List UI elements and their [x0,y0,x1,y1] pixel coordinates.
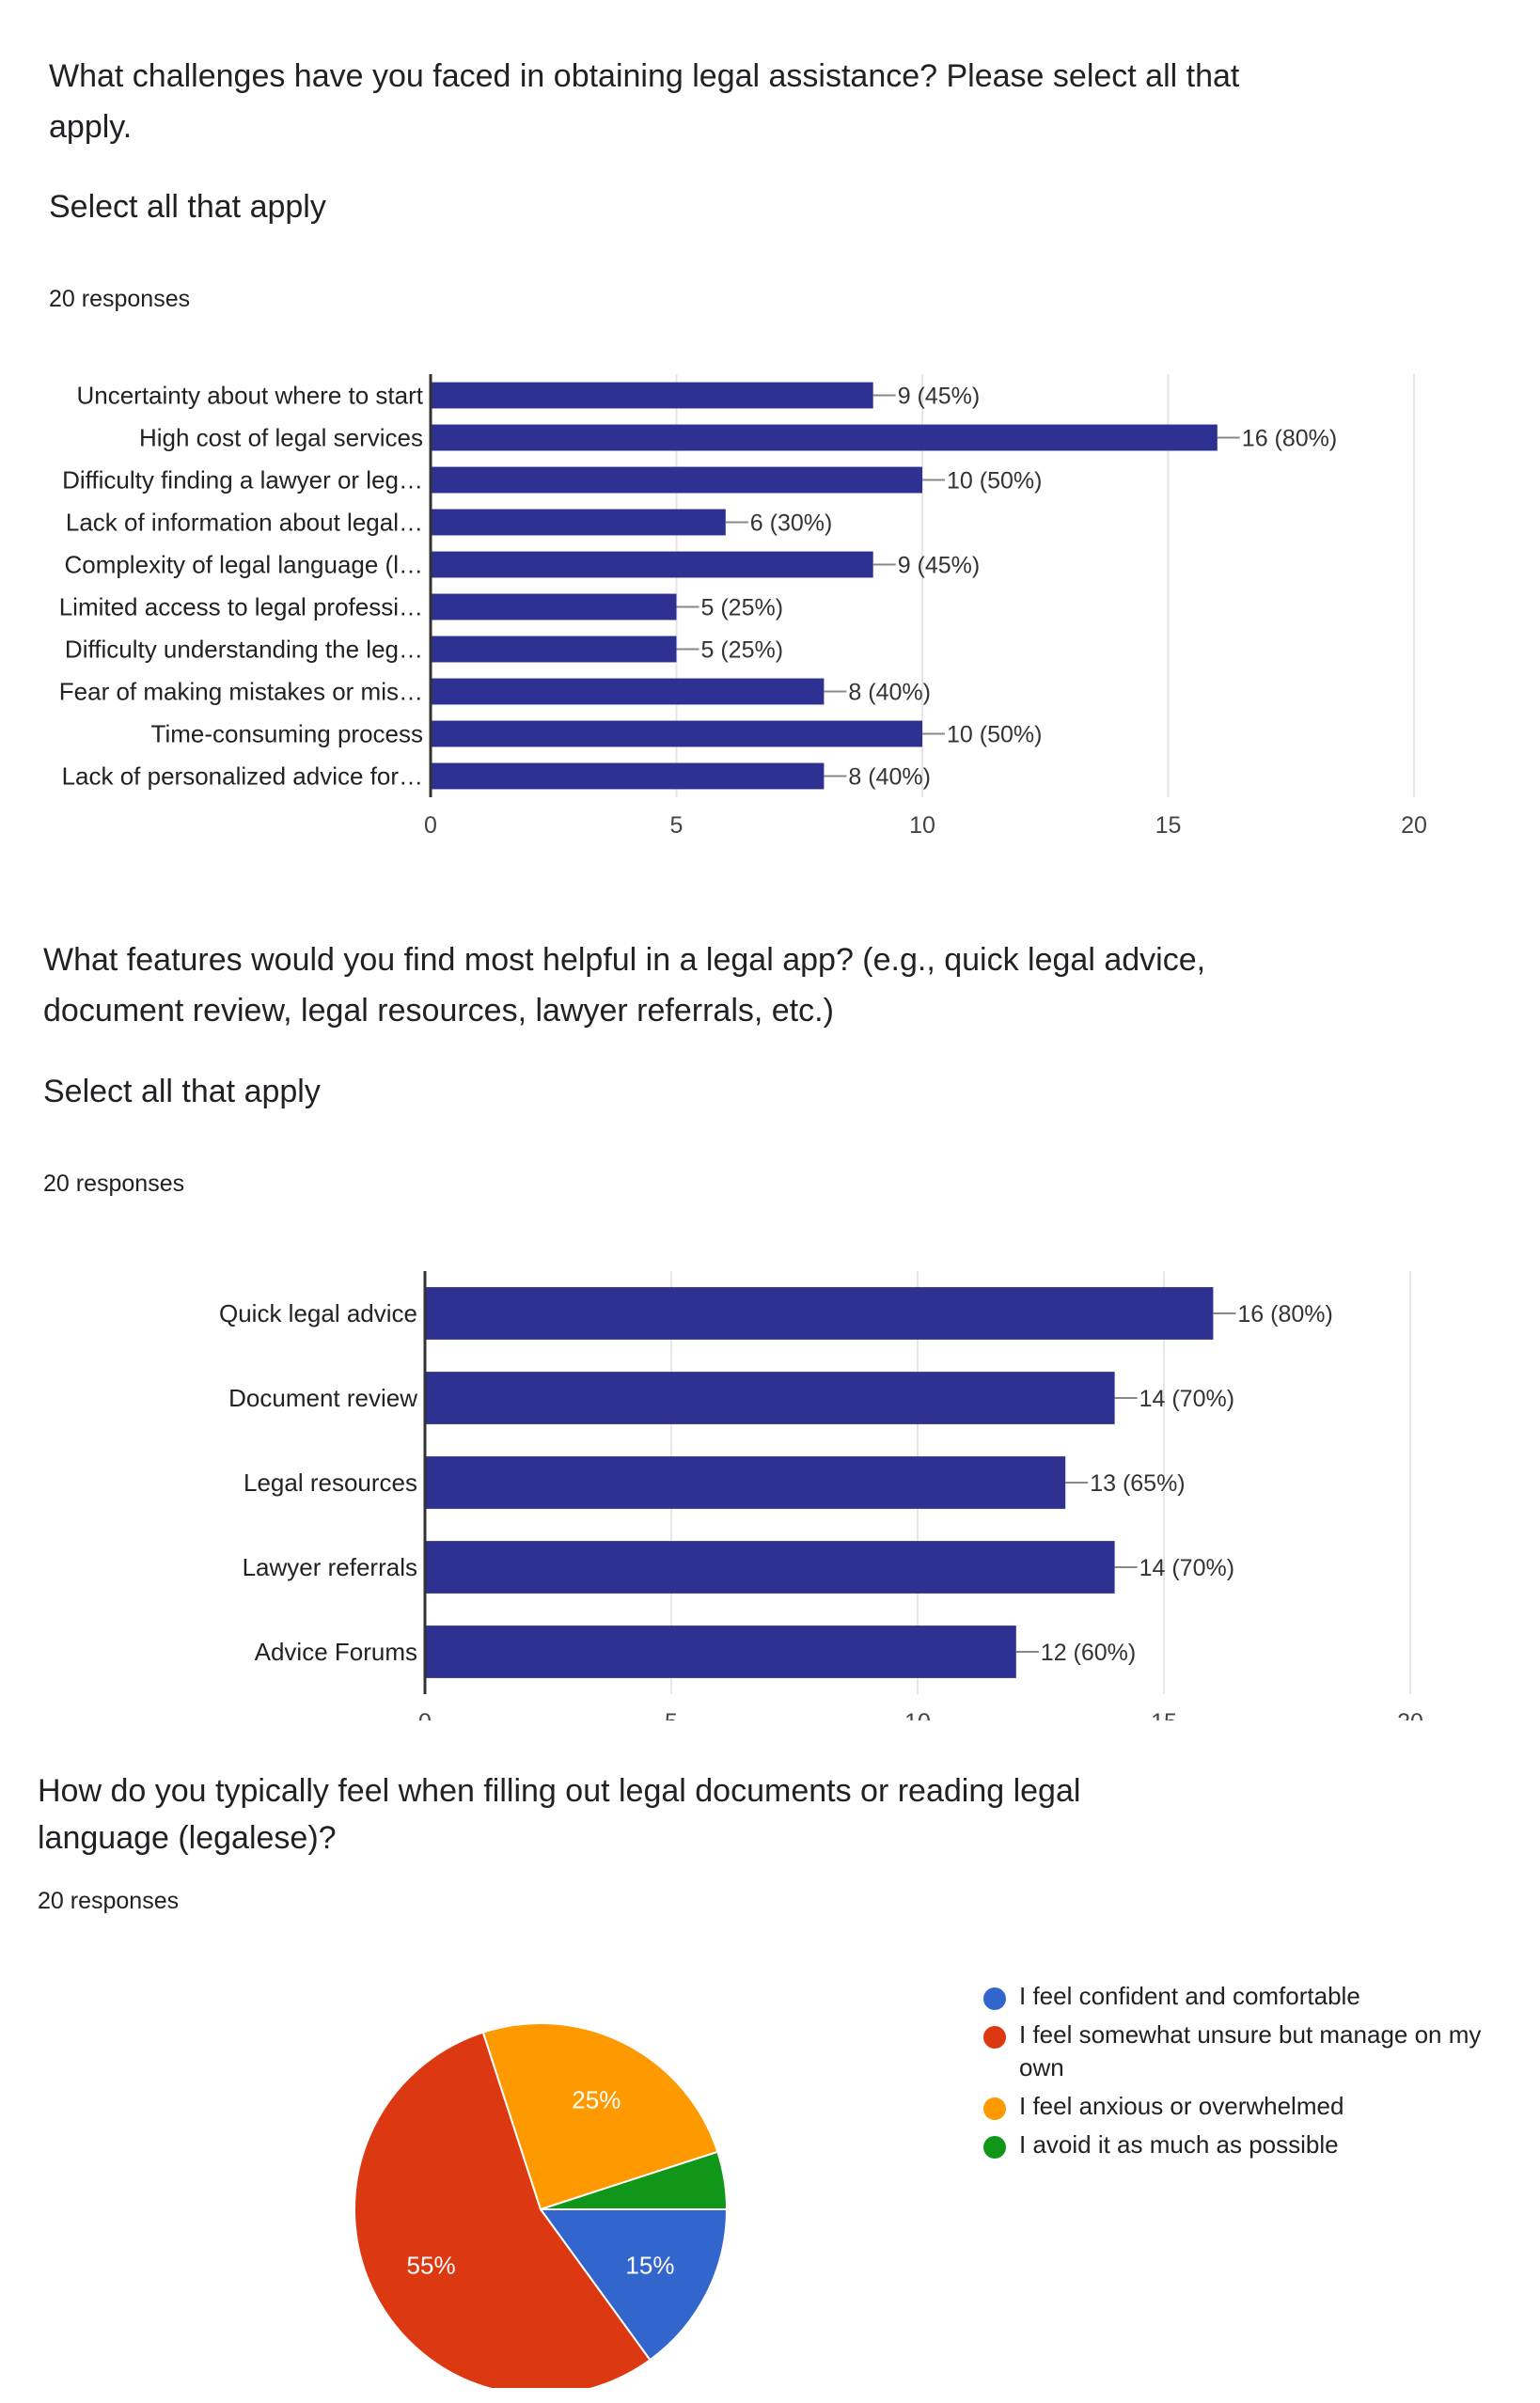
data-label: 9 (45%) [898,384,981,410]
x-tick-label: 20 [1397,1709,1423,1720]
bar [431,551,873,578]
bar [425,1287,1214,1340]
bar [425,1541,1115,1594]
pie-chart-feelings: 15% 55% 25% [354,2022,729,2388]
pie-slice [539,2208,729,2362]
category-label: Document review [228,1384,417,1412]
category-label: Legal resources [244,1468,417,1497]
bar [431,466,922,494]
data-label: 9 (45%) [898,553,981,579]
category-label: High cost of legal services [139,424,423,452]
pie-slice-label: 15% [625,2251,674,2279]
category-label: Uncertainty about where to start [76,382,423,410]
data-label: 5 (25%) [701,637,784,664]
data-label: 13 (65%) [1090,1470,1185,1497]
category-label: Difficulty understanding the leg… [65,636,423,664]
bar [431,593,677,620]
data-label: 8 (40%) [848,764,931,791]
pie-slice [354,2031,652,2388]
question-3-title: How do you typically feel when filling o… [38,1773,1081,1856]
category-label: Fear of making mistakes or mis… [59,678,423,706]
category-label: Lack of personalized advice for… [62,762,423,791]
x-tick-label: 5 [670,812,684,839]
question-1-responses: 20 responses [49,286,191,312]
x-tick-label: 10 [904,1709,931,1720]
legend-item: I feel somewhat unsure but manage on my … [982,2018,1508,2084]
data-label: 14 (70%) [1139,1386,1234,1412]
category-label: Limited access to legal professi… [59,593,423,621]
legend-item: I feel confident and comfortable [982,1980,1508,2013]
bar [431,720,922,747]
legend-swatch [983,1987,1006,2010]
pie-slice-label: 55% [407,2251,456,2279]
question-2-subtitle: Select all that apply [43,1074,321,1109]
data-label: 10 (50%) [947,722,1042,748]
pie-legend: I feel confident and comfortable I feel s… [982,1980,1508,2167]
category-label: Time-consuming process [151,720,423,748]
data-label: 14 (70%) [1139,1555,1234,1581]
category-label: Advice Forums [255,1638,417,1666]
legend-swatch [983,2136,1006,2159]
bar [431,762,825,790]
legend-item: I avoid it as much as possible [982,2128,1508,2161]
bar [431,636,677,663]
category-label: Difficulty finding a lawyer or leg… [62,466,423,495]
data-label: 8 (40%) [848,680,931,706]
x-tick-label: 15 [1151,1709,1177,1720]
category-label: Complexity of legal language (l… [64,551,423,579]
data-label: 12 (60%) [1041,1640,1136,1666]
pie-slice [481,2022,719,2211]
x-tick-label: 0 [424,812,437,839]
category-label: Quick legal advice [219,1299,417,1327]
bar [425,1456,1066,1509]
x-tick-label: 5 [665,1709,678,1720]
data-label: 5 (25%) [701,595,784,621]
bar-chart-challenges: 0 5 10 15 20 9 (45%) Uncertainty about where t… [59,374,1427,839]
legend-label: I avoid it as much as possible [1019,2130,1339,2159]
x-tick-label: 20 [1401,812,1427,839]
legend-label: I feel somewhat unsure but manage on my … [1019,2020,1482,2081]
x-tick-label: 15 [1155,812,1182,839]
bar [431,424,1218,451]
question-1-subtitle: Select all that apply [49,189,326,225]
data-label: 6 (30%) [750,510,833,537]
bar-chart-features: 0 5 10 15 20 16 (80%) Quick legal advice 14 (70… [219,1271,1423,1720]
question-1-title: What challenges have you faced in obtain… [49,58,1240,145]
bar [431,382,873,409]
data-label: 10 (50%) [947,468,1042,495]
category-label: Lack of information about legal… [66,509,423,537]
data-label: 16 (80%) [1242,426,1337,452]
legend-item: I feel anxious or overwhelmed [982,2090,1508,2123]
x-tick-label: 0 [418,1709,432,1720]
question-2-title: What features would you find most helpfu… [43,942,1206,1029]
question-3-responses: 20 responses [38,1888,180,1914]
legend-label: I feel anxious or overwhelmed [1019,2092,1344,2120]
legend-label: I feel confident and comfortable [1019,1982,1360,2010]
pie-slice-label: 25% [572,2086,621,2114]
question-2-responses: 20 responses [43,1170,185,1197]
pie-slice [540,2150,729,2210]
bar [425,1626,1016,1678]
legend-swatch [983,2026,1006,2049]
category-label: Lawyer referrals [243,1553,417,1581]
x-tick-label: 10 [909,812,935,839]
bar [431,509,726,536]
legend-swatch [983,2097,1006,2120]
bar [431,678,825,705]
data-label: 16 (80%) [1237,1301,1332,1327]
bar [425,1372,1115,1424]
